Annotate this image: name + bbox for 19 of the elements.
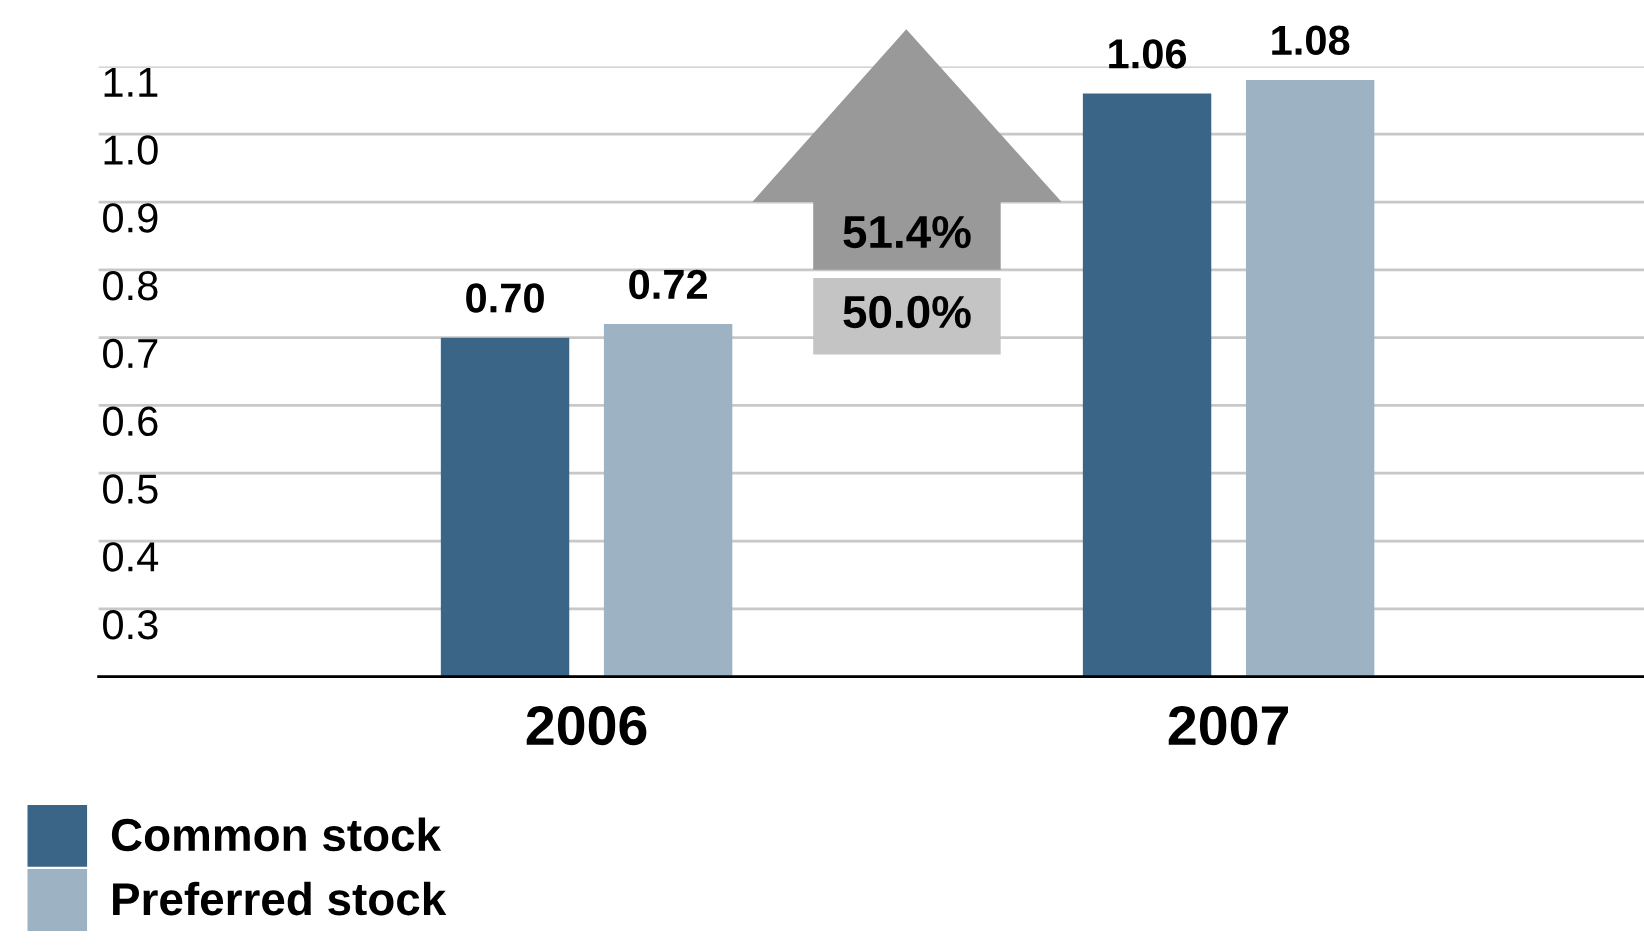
y-tick-label: 0.8 <box>103 270 158 301</box>
data-label: 0.70 <box>466 283 544 313</box>
data-label: 1.08 <box>1272 25 1350 56</box>
x-tick-label: 2007 <box>1168 705 1288 746</box>
annotation: 51.4% <box>843 215 971 249</box>
y-tick-label: 0.9 <box>103 203 158 233</box>
y-tick-label: 1.1 <box>104 67 158 97</box>
y-tick-label: 0.4 <box>103 542 159 572</box>
legend-label: Preferred stock <box>113 881 447 916</box>
x-tick-label: 2006 <box>526 705 647 746</box>
y-tick-label: 0.5 <box>103 474 158 504</box>
data-label: 0.72 <box>629 269 707 300</box>
y-tick-label: 0.3 <box>103 609 158 640</box>
data-label: 1.06 <box>1109 39 1187 69</box>
y-tick-label: 1.0 <box>104 135 158 165</box>
y-tick-label: 0.7 <box>103 338 158 369</box>
annotation: 50.0% <box>843 295 971 329</box>
y-tick-label: 0.6 <box>103 406 158 437</box>
legend-label: Common stock <box>111 817 442 852</box>
